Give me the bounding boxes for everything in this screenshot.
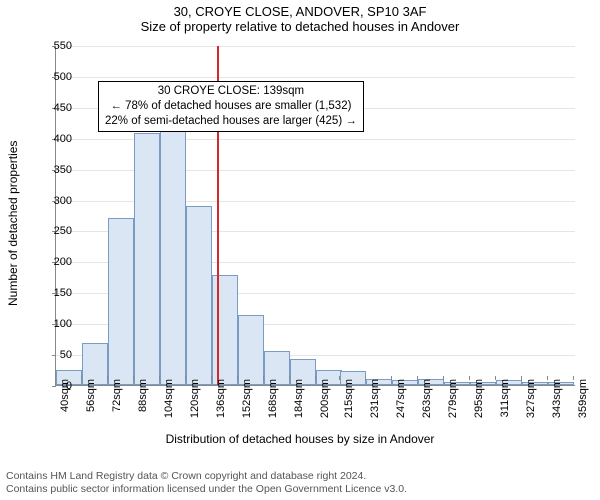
- x-tick-label: 215sqm: [343, 379, 355, 418]
- y-axis-label: Number of detached properties: [6, 141, 20, 306]
- histogram-bar: [238, 315, 264, 385]
- y-tick-label: 500: [42, 71, 72, 83]
- footer-line-1: Contains HM Land Registry data © Crown c…: [6, 470, 407, 483]
- histogram-bar: [160, 104, 186, 385]
- x-tick-label: 311sqm: [499, 379, 511, 417]
- x-tick-label: 327sqm: [525, 379, 537, 418]
- gridline: [56, 77, 575, 78]
- x-axis-label: Distribution of detached houses by size …: [0, 432, 600, 446]
- x-tick-label: 184sqm: [293, 379, 305, 418]
- x-tick-label: 152sqm: [241, 379, 253, 418]
- x-tick-label: 295sqm: [473, 379, 485, 418]
- gridline: [56, 46, 575, 47]
- y-tick-label: 250: [42, 225, 72, 237]
- y-tick-label: 400: [42, 133, 72, 145]
- x-tick-label: 359sqm: [577, 379, 589, 418]
- x-tick-label: 263sqm: [421, 379, 433, 418]
- x-tick-label: 40sqm: [59, 379, 71, 412]
- x-tick-label: 279sqm: [447, 379, 459, 418]
- x-tick-label: 247sqm: [395, 379, 407, 418]
- x-tick-label: 343sqm: [551, 379, 563, 418]
- footer-line-2: Contains public sector information licen…: [6, 483, 407, 496]
- y-tick-label: 350: [42, 164, 72, 176]
- annotation-line-3: 22% of semi-detached houses are larger (…: [105, 114, 357, 129]
- x-tick-label: 136sqm: [215, 379, 227, 418]
- annotation-line-2: ← 78% of detached houses are smaller (1,…: [105, 99, 357, 114]
- x-tick-label: 56sqm: [85, 379, 97, 412]
- histogram-bar: [134, 133, 160, 385]
- y-tick-label: 150: [42, 287, 72, 299]
- x-tick-label: 88sqm: [137, 379, 149, 412]
- histogram-bar: [108, 218, 134, 385]
- annotation-line-1: 30 CROYE CLOSE: 139sqm: [105, 84, 357, 99]
- y-tick-label: 550: [42, 40, 72, 52]
- attribution-footer: Contains HM Land Registry data © Crown c…: [6, 470, 407, 496]
- y-tick-label: 100: [42, 318, 72, 330]
- y-tick-label: 300: [42, 195, 72, 207]
- histogram-chart: Number of detached properties 0501001502…: [0, 36, 600, 426]
- x-tick-label: 168sqm: [267, 379, 279, 418]
- x-tick-label: 120sqm: [189, 379, 201, 418]
- y-tick-label: 450: [42, 102, 72, 114]
- annotation-box: 30 CROYE CLOSE: 139sqm ← 78% of detached…: [98, 81, 364, 132]
- title-main: 30, CROYE CLOSE, ANDOVER, SP10 3AF: [0, 0, 600, 19]
- x-tick-label: 104sqm: [163, 379, 175, 418]
- y-tick-label: 200: [42, 256, 72, 268]
- y-tick-label: 50: [42, 349, 72, 361]
- x-tick-label: 200sqm: [319, 379, 331, 418]
- title-sub: Size of property relative to detached ho…: [0, 19, 600, 36]
- x-tick-label: 72sqm: [111, 379, 123, 412]
- histogram-bar: [186, 206, 212, 385]
- x-tick-label: 231sqm: [369, 379, 381, 418]
